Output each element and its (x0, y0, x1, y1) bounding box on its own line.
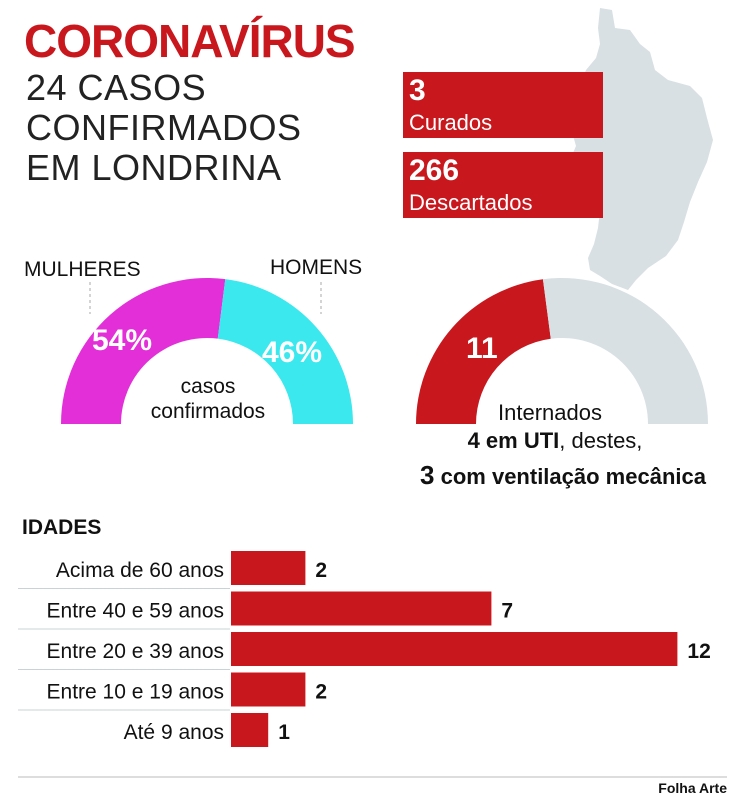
age-bar (231, 551, 306, 585)
bar-category-label: Até 9 anos (124, 721, 224, 744)
bar-value-label: 12 (687, 640, 710, 663)
uti-rest: , destes, (559, 428, 643, 453)
men-arc (217, 279, 353, 424)
discarded-label: Descartados (409, 190, 533, 215)
bar-category-label: Entre 10 e 19 anos (47, 681, 224, 704)
ventilation-number: 3 (420, 460, 435, 490)
women-percent: 54% (92, 324, 153, 357)
not-interned-arc (542, 278, 708, 424)
subtitle-line-1: 24 CASOS (26, 67, 207, 108)
men-percent: 46% (262, 336, 323, 369)
age-bar (231, 672, 306, 707)
gender-caption: casos confirmados (128, 374, 288, 424)
bar-value-label: 2 (315, 559, 327, 582)
women-label: MULHERES (24, 258, 141, 281)
bar-value-label: 1 (278, 721, 290, 744)
uti-line: 4 em UTI, destes, (410, 428, 700, 454)
ages-chart-title: IDADES (22, 516, 102, 539)
cured-label: Curados (409, 110, 493, 135)
uti-bold: 4 em UTI (467, 428, 560, 453)
gender-caption-line-1: casos (180, 375, 236, 398)
bar-category-label: Entre 40 e 59 anos (47, 600, 224, 623)
discarded-stat: 266 Descartados (403, 152, 603, 218)
women-arc (61, 277, 226, 424)
men-label: HOMENS (270, 256, 363, 279)
ventilation-text: com ventilação mecânica (434, 464, 706, 489)
cured-value: 3 (409, 74, 426, 107)
age-bar (231, 713, 269, 747)
interned-caption: Internados (498, 400, 602, 425)
age-bar (231, 591, 492, 626)
bar-value-label: 7 (501, 600, 513, 623)
bar-category-label: Entre 20 e 39 anos (47, 640, 224, 663)
age-bar (231, 632, 678, 666)
subtitle-line-3: EM LONDRINA (26, 147, 282, 188)
subtitle-line-2: CONFIRMADOS (26, 107, 302, 148)
bar-category-label: Acima de 60 anos (56, 559, 224, 582)
source-credit: Folha Arte (658, 780, 727, 796)
interned-arc (416, 279, 551, 424)
ventilation-line: 3 com ventilação mecânica (398, 460, 728, 491)
interned-value: 11 (466, 332, 498, 365)
cured-stat: 3 Curados (403, 72, 603, 138)
gender-caption-line-2: confirmados (150, 400, 266, 423)
discarded-value: 266 (409, 154, 460, 187)
bar-value-label: 2 (315, 681, 327, 704)
page-title: CORONAVÍRUS (24, 15, 356, 67)
